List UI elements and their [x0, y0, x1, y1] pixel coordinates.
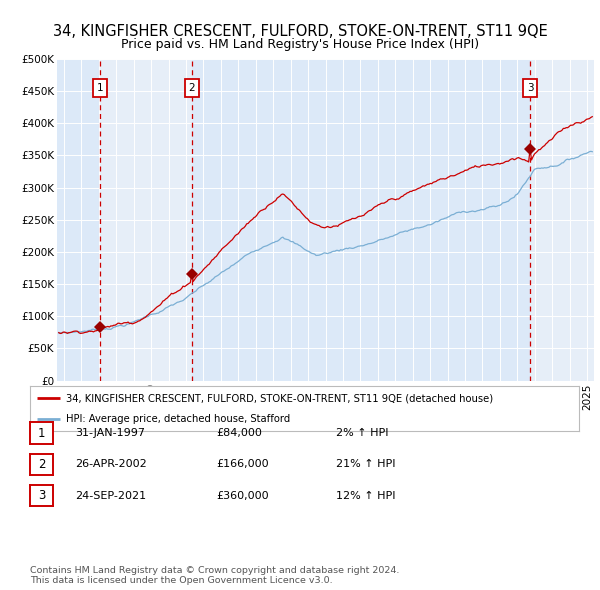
Text: 26-APR-2002: 26-APR-2002: [75, 460, 147, 469]
Text: 24-SEP-2021: 24-SEP-2021: [75, 491, 146, 500]
Text: 12% ↑ HPI: 12% ↑ HPI: [336, 491, 395, 500]
Text: 1: 1: [97, 83, 104, 93]
Text: 1: 1: [38, 427, 45, 440]
Bar: [100, 59, 191, 381]
Text: 31-JAN-1997: 31-JAN-1997: [75, 428, 145, 438]
Text: £166,000: £166,000: [216, 460, 269, 469]
Text: 34, KINGFISHER CRESCENT, FULFORD, STOKE-ON-TRENT, ST11 9QE (detached house): 34, KINGFISHER CRESCENT, FULFORD, STOKE-…: [65, 394, 493, 404]
Text: 2: 2: [38, 458, 45, 471]
Text: 2% ↑ HPI: 2% ↑ HPI: [336, 428, 389, 438]
Text: 34, KINGFISHER CRESCENT, FULFORD, STOKE-ON-TRENT, ST11 9QE: 34, KINGFISHER CRESCENT, FULFORD, STOKE-…: [53, 24, 547, 38]
Text: 3: 3: [527, 83, 533, 93]
Bar: [191, 59, 530, 381]
Text: 21% ↑ HPI: 21% ↑ HPI: [336, 460, 395, 469]
Bar: [530, 59, 594, 381]
Bar: [57, 59, 100, 381]
Text: £84,000: £84,000: [216, 428, 262, 438]
Text: Price paid vs. HM Land Registry's House Price Index (HPI): Price paid vs. HM Land Registry's House …: [121, 38, 479, 51]
Text: 3: 3: [38, 489, 45, 502]
Text: £360,000: £360,000: [216, 491, 269, 500]
Text: 2: 2: [188, 83, 195, 93]
Text: HPI: Average price, detached house, Stafford: HPI: Average price, detached house, Staf…: [65, 414, 290, 424]
Text: Contains HM Land Registry data © Crown copyright and database right 2024.
This d: Contains HM Land Registry data © Crown c…: [30, 566, 400, 585]
